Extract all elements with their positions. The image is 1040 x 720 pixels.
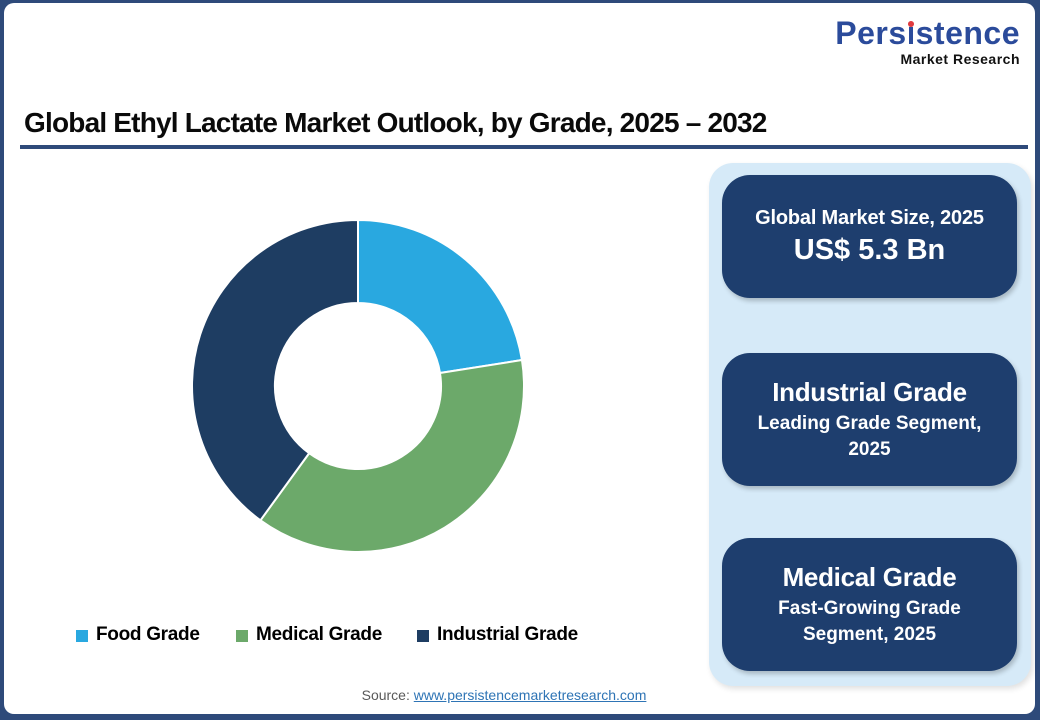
fast-growing-segment-card-title: Medical Grade [782,561,957,592]
donut-chart-svg [191,219,525,553]
legend-swatch-industrial-grade [417,629,429,642]
title-underline [20,145,1028,149]
legend-item-food-grade: Food Grade [76,624,200,646]
brand-letter-i [907,20,916,44]
legend-item-medical-grade: Medical Grade [236,624,382,646]
market-size-card-value: US$ 5.3 Bn [793,233,946,266]
market-size-card-title: Global Market Size, 2025 [755,206,984,229]
brand-tagline: Market Research [900,51,1020,67]
legend-label-medical-grade: Medical Grade [256,624,382,645]
leading-segment-card: Industrial Grade Leading Grade Segment, … [722,353,1017,486]
brand-name: Pers stence [835,17,1020,49]
donut-segment-medical-grade [259,359,525,553]
market-size-card: Global Market Size, 2025 US$ 5.3 Bn [722,175,1017,298]
legend-label-food-grade: Food Grade [96,624,200,645]
fast-growing-segment-card-subtitle: Fast-Growing Grade Segment, 2025 [778,597,961,645]
red-dot-icon [908,20,914,27]
content-frame: Pers stence Market Research Global Ethyl … [4,3,1035,714]
page-title: Global Ethyl Lactate Market Outlook, by … [24,107,767,138]
legend-swatch-food-grade [76,629,88,642]
source-label: Source: [361,687,410,703]
leading-segment-card-subtitle: Leading Grade Segment, 2025 [757,412,982,460]
fast-growing-segment-card: Medical Grade Fast-Growing Grade Segment… [722,538,1017,671]
source-line: Source: www.persistencemarketresearch.co… [4,687,1004,703]
legend-label-industrial-grade: Industrial Grade [437,624,578,645]
legend-item-industrial-grade: Industrial Grade [417,624,578,646]
highlights-panel: Global Market Size, 2025 US$ 5.3 Bn Indu… [709,163,1031,686]
leading-segment-card-title: Industrial Grade [772,376,967,407]
brand-logo: Pers stence Market Research [835,17,1020,66]
legend-swatch-medical-grade [236,629,248,642]
brand-text-pre: Pers [835,15,907,51]
donut-chart [190,218,526,554]
source-link[interactable]: www.persistencemarketresearch.com [413,687,647,703]
brand-text-post: stence [915,15,1020,51]
donut-segment-industrial-grade [191,219,359,522]
donut-segment-food-grade [357,219,523,375]
